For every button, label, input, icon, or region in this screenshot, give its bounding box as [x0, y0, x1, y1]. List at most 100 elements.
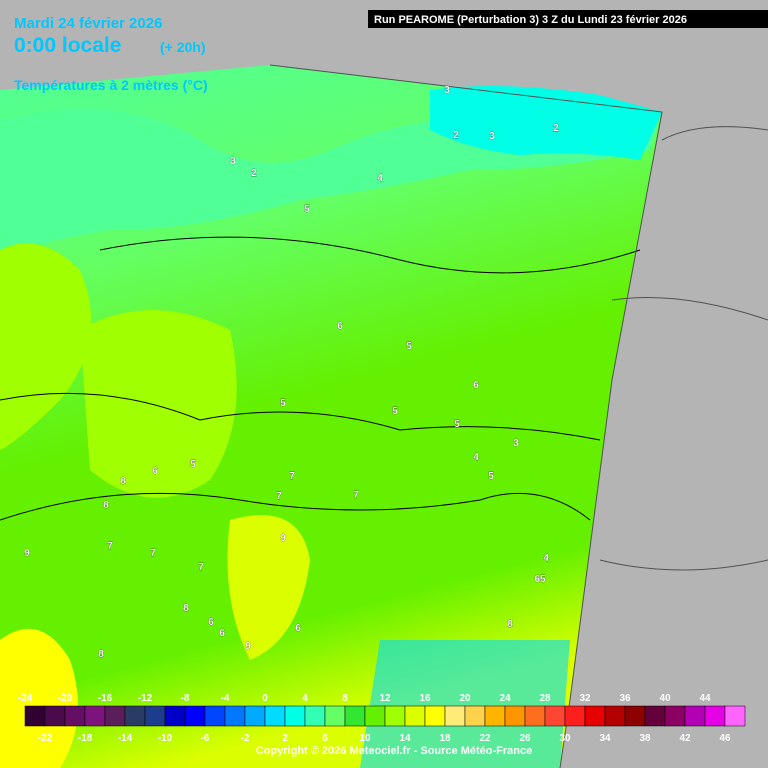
legend-swatch [504, 705, 526, 727]
legend-label: 46 [719, 733, 731, 744]
warm-region [80, 310, 237, 498]
legend-swatch [44, 705, 66, 727]
legend-swatch [664, 705, 686, 727]
legend-swatch [84, 705, 106, 727]
legend-label: -4 [221, 693, 230, 704]
legend-swatch [224, 705, 246, 727]
legend-swatch [704, 705, 726, 727]
contour-label: 8 [98, 649, 104, 660]
contour-label: 4 [543, 553, 549, 564]
date: Mardi 24 février 2026 [14, 15, 162, 32]
time: 0:00 locale [14, 34, 121, 57]
contour-label: 7 [107, 541, 113, 552]
legend-swatch [604, 705, 626, 727]
warm-west [0, 243, 92, 450]
legend-label: 40 [659, 693, 671, 704]
contour-label: 5 [406, 341, 412, 352]
contour-label: 5 [190, 459, 196, 470]
copyright: Copyright © 2026 Meteociel.fr - Source M… [256, 745, 532, 757]
legend-swatch [24, 705, 46, 727]
legend-label: 26 [519, 733, 531, 744]
legend-label: 22 [479, 733, 491, 744]
legend-label: 34 [599, 733, 611, 744]
legend-swatch [264, 705, 286, 727]
legend-swatch [364, 705, 386, 727]
contour-label: 5 [304, 204, 310, 215]
legend-swatch [464, 705, 486, 727]
legend-label: 36 [619, 693, 631, 704]
contour-label: 5 [454, 419, 460, 430]
legend-label: 12 [379, 693, 391, 704]
contour-label: 4 [473, 452, 479, 463]
legend-label: 44 [699, 693, 711, 704]
warm-valley [227, 515, 310, 660]
legend-swatch [424, 705, 446, 727]
legend-label: 38 [639, 733, 651, 744]
legend-swatch [104, 705, 126, 727]
legend-label: 8 [342, 693, 348, 704]
legend-label: 24 [499, 693, 511, 704]
borders [599, 126, 768, 571]
legend-label: 20 [459, 693, 471, 704]
contour-label: 6 [473, 380, 479, 391]
contour-label: 7 [289, 471, 295, 482]
contour-label: 6 [208, 617, 214, 628]
contour-label: 7 [276, 491, 282, 502]
contour-label: 8 [183, 603, 189, 614]
legend-label: 42 [679, 733, 691, 744]
contour-label: 6 [219, 628, 225, 639]
contour-label: 5 [488, 471, 494, 482]
legend-swatch [524, 705, 546, 727]
legend-label: 4 [302, 693, 308, 704]
contour-label: 8 [103, 500, 109, 511]
legend-label: 32 [579, 693, 591, 704]
alps-cold [360, 640, 570, 768]
contour-label: 2 [453, 130, 459, 141]
legend-label: -22 [38, 733, 53, 744]
legend-swatch [284, 705, 306, 727]
legend-label: 30 [559, 733, 571, 744]
contour-label: 2 [251, 168, 257, 179]
contour-label: 6 [337, 321, 343, 332]
legend-label: 28 [539, 693, 551, 704]
legend-label: -16 [98, 693, 113, 704]
variable: Températures à 2 mètres (°C) [14, 77, 208, 93]
legend-swatch [344, 705, 366, 727]
contour-label: 3 [489, 131, 495, 142]
contour-label: 9 [280, 533, 286, 544]
model-domain [0, 65, 662, 768]
legend-swatch [444, 705, 466, 727]
legend-label: 2 [282, 733, 288, 744]
legend-label: 16 [419, 693, 431, 704]
legend-swatch [164, 705, 186, 727]
contour-label: 6 [152, 466, 158, 477]
legend-label: -24 [18, 693, 33, 704]
legend-label: 18 [439, 733, 451, 744]
legend-label: -8 [181, 693, 190, 704]
legend-swatch [324, 705, 346, 727]
legend-swatch [564, 705, 586, 727]
legend-swatch [244, 705, 266, 727]
legend-label: -14 [118, 733, 133, 744]
sea-cold [430, 86, 662, 160]
legend-swatch [124, 705, 146, 727]
legend-swatch [404, 705, 426, 727]
legend-label: -6 [201, 733, 210, 744]
legend-swatch [624, 705, 646, 727]
legend-label: -18 [78, 733, 93, 744]
contour-label: 3 [513, 438, 519, 449]
legend-label: 14 [399, 733, 411, 744]
run-info: Run PEAROME (Perturbation 3) 3 Z du Lund… [374, 14, 687, 26]
legend-label: -10 [158, 733, 173, 744]
legend-label: -20 [58, 693, 73, 704]
legend-swatch [204, 705, 226, 727]
legend-swatch [184, 705, 206, 727]
contour-label: 65 [534, 574, 546, 585]
contour-label: 4 [377, 173, 383, 184]
legend-swatch [584, 705, 606, 727]
legend-swatch [684, 705, 706, 727]
contour-label: 2 [553, 123, 559, 134]
contour-label: 7 [198, 562, 204, 573]
contour-label: 3 [230, 156, 236, 167]
isotherms [0, 236, 641, 521]
